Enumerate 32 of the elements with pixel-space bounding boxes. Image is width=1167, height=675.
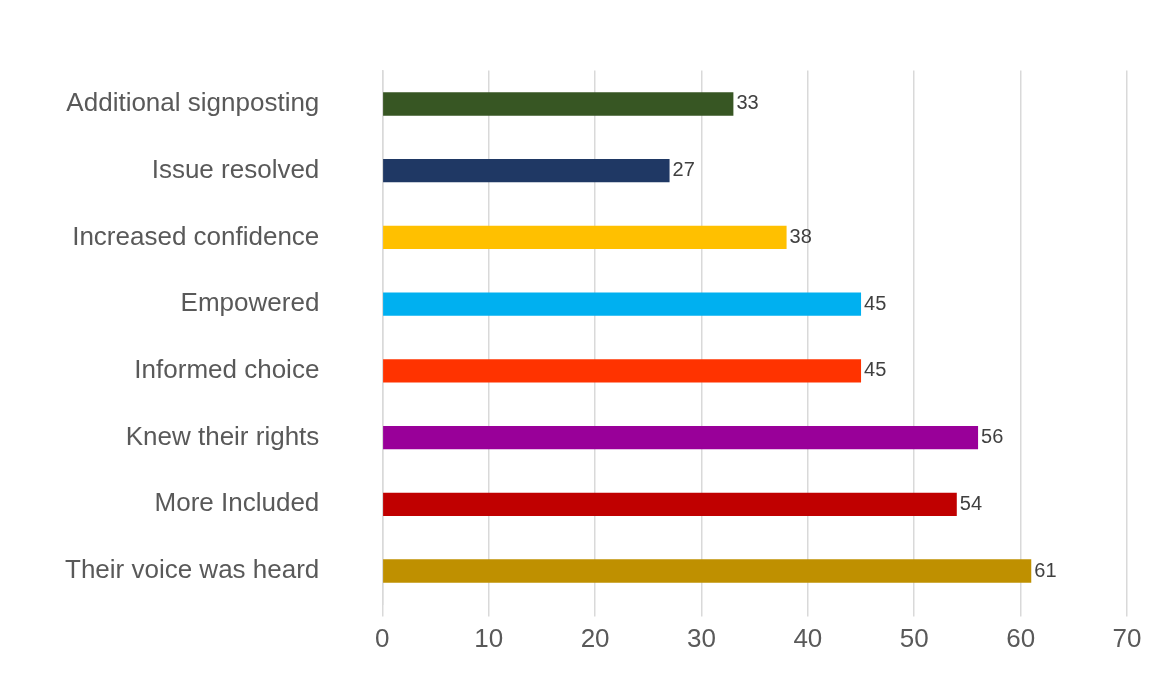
bar	[383, 292, 862, 316]
y-tick-label: Empowered	[180, 287, 320, 318]
data-label: 45	[864, 291, 887, 314]
x-tick-label: 20	[580, 623, 610, 654]
bar	[383, 92, 734, 116]
data-label: 27	[672, 158, 695, 181]
bar	[383, 359, 862, 383]
y-tick-label: More Included	[154, 487, 320, 518]
x-tick-label: 10	[474, 623, 504, 654]
y-tick-label: Additional signposting	[66, 87, 320, 118]
x-tick-label: 60	[1006, 623, 1036, 654]
y-tick-label: Knew their rights	[125, 420, 320, 451]
data-label: 45	[864, 358, 887, 381]
y-tick-label: Informed choice	[134, 354, 320, 385]
x-tick-label: 40	[793, 623, 823, 654]
bar	[383, 492, 957, 516]
bar	[383, 559, 1032, 583]
data-label: 54	[959, 491, 983, 514]
y-tick-label: Their voice was heard	[64, 554, 320, 585]
bar	[383, 425, 979, 450]
bar	[383, 225, 787, 250]
data-label: 56	[981, 425, 1004, 448]
data-label: 33	[736, 91, 759, 114]
x-tick-label: 70	[1112, 623, 1142, 654]
x-tick-label: 30	[687, 623, 716, 654]
x-tick-label: 0	[375, 623, 390, 654]
y-tick-label: Issue resolved	[151, 153, 320, 184]
data-label: 61	[1034, 558, 1057, 581]
y-tick-label: Increased confidence	[72, 220, 320, 251]
data-label: 38	[789, 224, 812, 247]
bar	[383, 159, 670, 183]
x-tick-label: 50	[899, 623, 929, 654]
